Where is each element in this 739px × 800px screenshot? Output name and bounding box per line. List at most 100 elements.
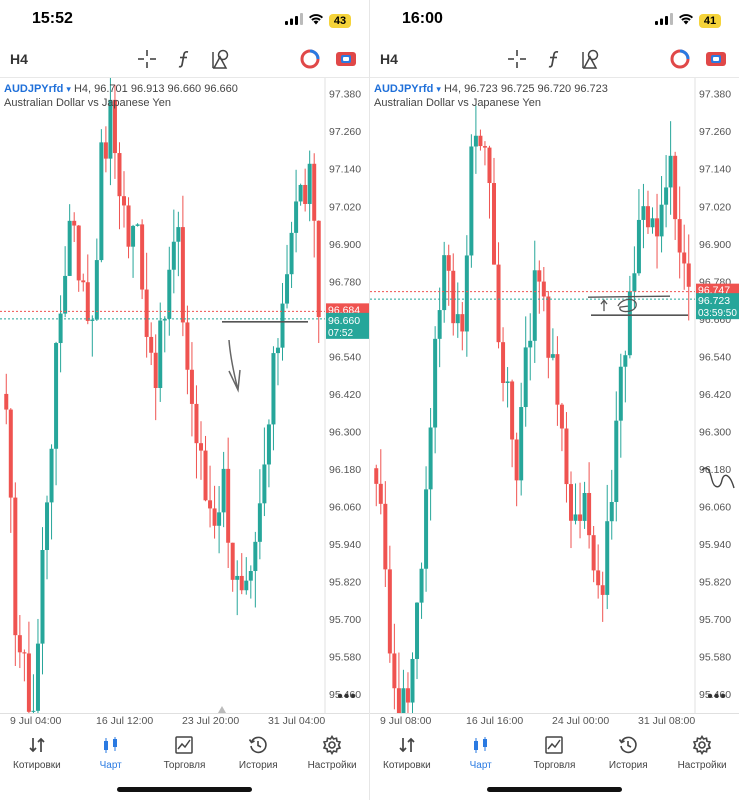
bid-price-tag (326, 312, 369, 339)
symbol-dropdown-icon[interactable]: ▾ (66, 84, 71, 94)
symbol-name[interactable]: AUDJPYrfd (374, 83, 434, 95)
candle-body (641, 206, 646, 220)
nav-item-2[interactable]: Торговля (148, 728, 222, 780)
more-options-icon[interactable]: ••• (707, 688, 727, 705)
candle-body (230, 542, 235, 580)
objects-shapes-icon[interactable] (580, 48, 602, 70)
bid-price-label: 96.723 (698, 295, 730, 307)
trade-ticket-icon[interactable] (705, 48, 727, 70)
wifi-icon (678, 12, 694, 30)
candle-body (217, 512, 222, 526)
status-icons: 43 (285, 12, 351, 30)
symbol-info: AUDJPYrfd ▾ H4, 96.723 96.725 96.720 96.… (374, 82, 608, 110)
chart-toolbar: H4 (0, 40, 369, 78)
timeframe-button[interactable]: H4 (10, 51, 28, 67)
crosshair-icon[interactable] (506, 48, 528, 70)
candle-body (271, 353, 276, 425)
nav-item-1[interactable]: Чарт (444, 728, 518, 780)
nav-label: История (238, 760, 278, 771)
candlestick-chart-svg[interactable]: 97.38097.26097.14097.02096.90096.78096.6… (370, 78, 739, 713)
home-indicator[interactable] (487, 787, 622, 792)
time-tick-label: 9 Jul 08:00 (380, 715, 432, 727)
candle-body (85, 282, 90, 321)
time-tick-label: 23 Jul 20:00 (182, 715, 240, 727)
candle-body (501, 342, 506, 383)
nav-item-1[interactable]: Чарт (74, 728, 148, 780)
price-tick-label: 96.540 (329, 351, 361, 363)
history-clock-icon (617, 734, 639, 756)
candle-body (63, 275, 68, 314)
wifi-icon (308, 12, 324, 30)
objects-shapes-icon[interactable] (210, 48, 232, 70)
price-tick-label: 96.180 (699, 464, 731, 476)
candle-body (550, 354, 555, 358)
candle-body (248, 571, 253, 581)
candle-body (226, 468, 231, 543)
bottom-navigation: Котировки Чарт Торговля История Настройки (0, 728, 369, 780)
nav-item-4[interactable]: Настройки (295, 728, 369, 780)
candle-body (609, 502, 614, 522)
price-chart[interactable]: 97.38097.26097.14097.02096.90096.78096.6… (0, 78, 369, 713)
nav-label: Настройки (677, 760, 727, 771)
status-time: 16:00 (402, 10, 443, 27)
left-screenshot-panel: 15:52 43 H4 97.380 97.260 97.140 9 (0, 0, 369, 800)
crosshair-icon[interactable] (136, 48, 158, 70)
candle-body (655, 218, 660, 237)
price-tick-label: 96.300 (329, 426, 361, 438)
candle-body (244, 580, 249, 591)
trade-ticket-icon[interactable] (335, 48, 357, 70)
candle-body (464, 255, 469, 332)
candle-body (203, 450, 208, 501)
timeframe-button[interactable]: H4 (380, 51, 398, 67)
account-circle-icon[interactable] (669, 48, 691, 70)
home-indicator[interactable] (117, 787, 252, 792)
candle-body (140, 224, 145, 290)
candle-body (167, 269, 172, 319)
price-tick-label: 95.580 (699, 652, 731, 664)
candle-body (13, 497, 18, 636)
candle-body (194, 403, 199, 444)
account-circle-icon[interactable] (299, 48, 321, 70)
candle-body (171, 241, 176, 270)
nav-label: История (608, 760, 648, 771)
candle-body (94, 260, 99, 320)
nav-item-3[interactable]: История (591, 728, 665, 780)
candle-body (112, 99, 117, 154)
nav-item-4[interactable]: Настройки (665, 728, 739, 780)
candle-body (35, 643, 40, 711)
nav-item-0[interactable]: Котировки (0, 728, 74, 780)
status-bar: 15:52 43 (0, 0, 369, 40)
price-tick-label: 95.940 (699, 539, 731, 551)
candle-body (410, 658, 415, 703)
candle-body (108, 99, 113, 159)
symbol-name[interactable]: AUDJPYrfd (4, 83, 64, 95)
candle-body (45, 502, 50, 551)
candle-body (185, 322, 190, 370)
indicators-function-icon[interactable] (173, 48, 195, 70)
indicators-function-icon[interactable] (543, 48, 565, 70)
nav-label: Чарт (99, 760, 122, 771)
candle-body (275, 347, 280, 354)
price-tick-label: 95.460 (699, 689, 731, 701)
price-tick-label: 96.420 (699, 389, 731, 401)
quotes-arrows-icon (26, 734, 48, 756)
price-tick-label: 96.900 (699, 239, 731, 251)
price-tick-label: 96.180 (329, 464, 361, 476)
candle-body (596, 570, 601, 586)
nav-item-3[interactable]: История (221, 728, 295, 780)
candle-body (298, 184, 303, 202)
nav-label: Котировки (13, 760, 61, 771)
price-tick-label: 96.060 (699, 502, 731, 514)
candle-body (280, 303, 285, 348)
candle-body (573, 514, 578, 521)
candle-body (81, 280, 86, 283)
nav-item-0[interactable]: Котировки (370, 728, 444, 780)
candlestick-chart-svg[interactable]: 97.38097.26097.14097.02096.90096.78096.6… (0, 78, 369, 713)
nav-item-2[interactable]: Торговля (518, 728, 592, 780)
more-options-icon[interactable]: ••• (337, 688, 357, 705)
price-tick-label: 97.380 (699, 89, 731, 101)
candle-body (144, 289, 149, 337)
symbol-dropdown-icon[interactable]: ▾ (436, 84, 441, 94)
price-tick-label: 96.060 (329, 502, 361, 514)
